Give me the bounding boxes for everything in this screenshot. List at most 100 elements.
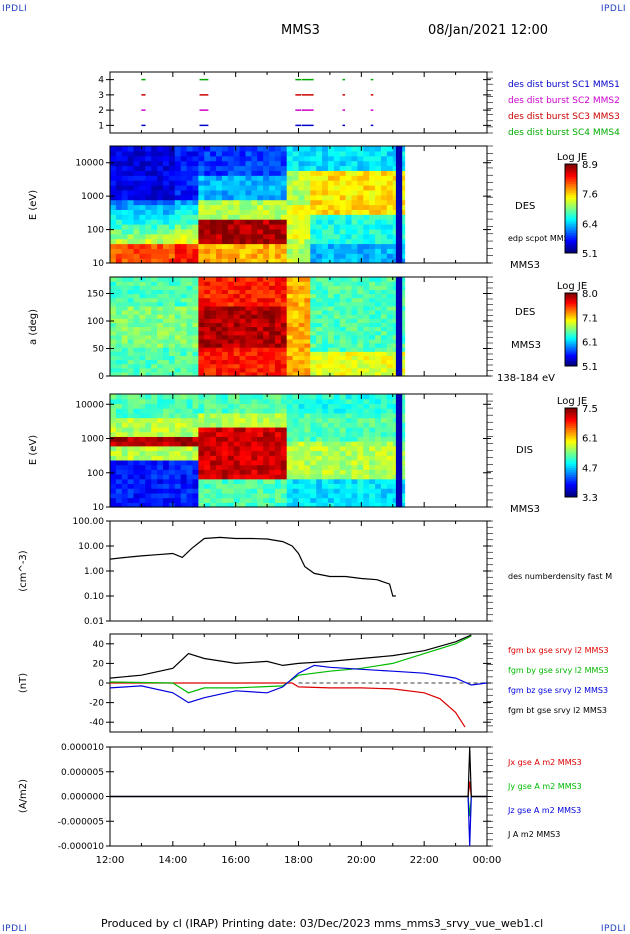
dis-energy-cell <box>257 474 264 480</box>
dis-energy-cell <box>251 474 258 480</box>
des-pitch-cell <box>157 338 164 344</box>
des-energy-cell <box>292 146 300 152</box>
des-pitch-cell <box>269 305 276 311</box>
des-pitch-cell <box>380 355 388 361</box>
des-pitch-cell <box>339 326 347 332</box>
des-energy-cell <box>180 165 188 171</box>
des-pitch-cell <box>127 355 135 361</box>
des-energy-cell <box>333 199 341 206</box>
dis-energy-cell <box>110 422 117 428</box>
des-pitch-cell <box>298 359 305 365</box>
des-pitch-cell <box>180 355 188 361</box>
dis-energy-cell <box>174 408 182 414</box>
dis-energy-cell <box>221 474 229 480</box>
des-energy-cell <box>210 175 217 181</box>
des-energy-cell <box>198 146 205 152</box>
des-pitch-cell <box>163 338 170 344</box>
des-energy-cell <box>151 253 158 259</box>
dis-energy-cell <box>363 488 370 494</box>
des-pitch-cell <box>227 301 235 307</box>
des-energy-cell <box>174 150 182 157</box>
dis-energy-cell <box>174 497 182 503</box>
des-pitch-cell <box>339 293 347 299</box>
des-pitch-cell <box>239 343 247 348</box>
des-pitch-cell <box>375 326 382 332</box>
des-pitch-cell <box>357 371 364 377</box>
dis-energy-cell <box>298 426 305 433</box>
des-energy-cell <box>327 243 335 249</box>
des-pitch-cell <box>233 338 241 344</box>
des-energy-colorbar-swatch <box>565 244 577 247</box>
dis-energy-cell <box>227 403 235 409</box>
des-energy-cell <box>115 214 123 220</box>
density-frame <box>109 520 488 622</box>
dis-energy-cell <box>127 403 135 409</box>
des-pitch-cell <box>263 351 270 356</box>
des-pitch-cell <box>257 289 264 295</box>
des-pitch-cell <box>127 338 135 344</box>
dis-energy-cell <box>204 431 211 437</box>
des-energy-cell <box>280 170 288 176</box>
dis-energy-cell <box>386 478 394 485</box>
dis-energy-cell <box>168 426 176 433</box>
des-pitch-cell <box>251 310 258 315</box>
des-energy-cell <box>375 248 382 254</box>
des-energy-cell <box>174 248 182 254</box>
des-pitch-cell <box>210 351 217 356</box>
des-pitch-cell <box>210 334 217 340</box>
des-pitch-cell <box>322 301 329 307</box>
dis-energy-cell <box>168 431 176 437</box>
des-energy-cell <box>257 146 264 152</box>
des-pitch-cell <box>133 310 141 315</box>
dis-energy-cell <box>327 488 335 494</box>
des-pitch-cell <box>233 363 241 369</box>
des-energy-cell <box>239 180 247 186</box>
des-pitch-cell <box>139 355 146 361</box>
dis-energy-cell <box>280 502 288 508</box>
des-energy-cell <box>322 185 329 191</box>
des-pitch-cell <box>339 289 347 295</box>
dis-energy-cell <box>357 455 364 461</box>
des-pitch-cell <box>380 326 388 332</box>
des-pitch-cell <box>210 281 217 286</box>
des-pitch-colorbar-swatch <box>565 313 577 316</box>
des-energy-cell <box>204 228 211 235</box>
dis-energy-cell <box>157 469 164 475</box>
des-energy-cell <box>357 219 364 225</box>
des-pitch-cell <box>227 277 235 282</box>
des-pitch-cell <box>363 301 370 307</box>
des-energy-colorbar-swatch <box>565 250 577 254</box>
dis-energy-cell <box>357 422 364 428</box>
dis-energy-cell <box>251 422 258 428</box>
dis-energy-cell <box>316 436 323 442</box>
des-pitch-cell <box>145 351 152 356</box>
des-energy-cell <box>221 170 229 176</box>
des-energy-cell <box>233 233 241 240</box>
des-pitch-colorbar-swatch <box>565 345 577 349</box>
des-energy-cell <box>210 185 217 191</box>
dis-energy-cell <box>298 492 305 499</box>
des-pitch-cell <box>115 371 123 377</box>
des-energy-colorbar-swatch <box>565 177 577 181</box>
des-pitch-cell <box>245 318 252 323</box>
des-energy-cell <box>139 160 146 167</box>
des-energy-cell <box>327 155 335 162</box>
dis-energy-cell <box>257 459 264 466</box>
des-energy-cell <box>204 233 211 240</box>
des-energy-cell <box>280 155 288 162</box>
des-energy-cell <box>168 248 176 254</box>
des-energy-cell <box>145 233 152 240</box>
des-pitch-cell <box>168 351 176 356</box>
des-energy-cell <box>298 194 305 201</box>
des-energy-cell <box>157 209 164 215</box>
des-energy-cell <box>174 233 182 240</box>
des-energy-cell <box>133 243 141 249</box>
des-energy-cell <box>345 194 353 201</box>
des-energy-cell <box>210 199 217 206</box>
des-energy-cell <box>327 185 335 191</box>
des-energy-cell <box>280 146 288 152</box>
dis-energy-cell <box>292 483 300 489</box>
dis-energy-cell <box>216 455 223 461</box>
dis-energy-cell <box>127 464 135 470</box>
des-energy-cell <box>269 165 276 171</box>
